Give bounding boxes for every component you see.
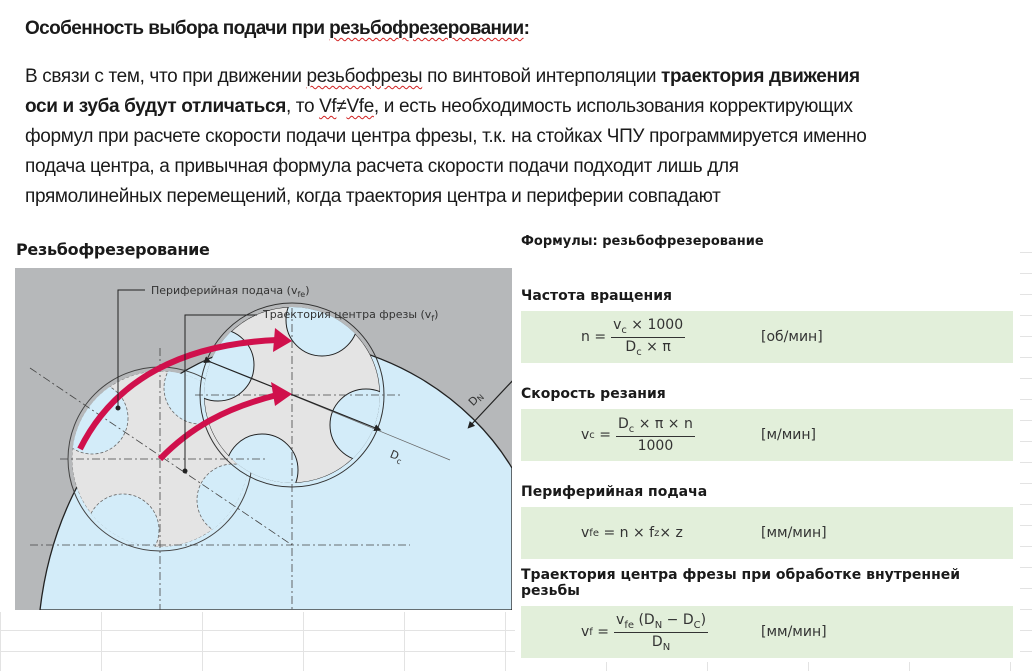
text: , и есть необходимость использования кор… [373,96,853,117]
formula-heading: Скорость резания [521,386,666,402]
diagram-title: Резьбофрезерование [16,240,210,259]
intro-text-block: Особенность выбора подачи при резьбофрез… [0,0,1032,232]
text: подача центра, а привычная формула расче… [25,156,739,177]
arrow-head [273,328,292,352]
title-colon: : [523,18,530,39]
title-text: Особенность выбора подачи при [25,18,330,39]
bold-text: оси и зуба будут отличаться [25,96,286,117]
bold-text: траектория движения [661,66,860,87]
text: формул при расчете скорости подачи центр… [25,126,867,147]
doc-title: Особенность выбора подачи при резьбофрез… [25,18,530,40]
formulas-panel: Формулы: резьбофрезерование Частота вращ… [515,232,1020,662]
formula-heading: Периферийная подача [521,484,708,500]
leader-line [117,289,145,408]
title-spellcheck-word: резьбофрезеровании [329,18,524,39]
text: , то [285,96,320,117]
center-feed-arrow [157,392,278,462]
intro-paragraph: В связи с тем, что при движении резьбофр… [25,62,867,212]
label-center-path: Траектория центра фрезы (vf) [262,308,438,323]
dn-dimension-arrow [467,380,512,429]
formula-heading: Частота вращения [521,288,672,304]
arrow-head [271,382,292,406]
unit: [мм/мин] [761,624,827,640]
text: прямолинейных перемещений, когда траекто… [25,186,721,207]
text: ≠ [336,96,347,117]
label-dc: Dc [387,448,405,467]
spellcheck-word: резьбофрезы [306,66,423,87]
spellcheck-word: Vf [319,96,337,117]
text: В связи с тем, что при движении [25,66,307,87]
peripheral-feed-arrow [77,337,278,451]
text: по винтовой интерполяции [422,66,662,87]
unit: [об/мин] [761,329,823,345]
unit: [м/мин] [761,427,817,443]
diagram-panel: Резьбофрезерование [0,232,515,612]
leader-line [184,314,257,471]
formula-heading: Траектория центра фрезы при обработке вн… [521,567,961,599]
thread-milling-diagram: Периферийная подача (vfe) Траектория цен… [15,268,512,610]
formula-box-rpm: n = vc × 1000 Dc × π [об/мин] [521,311,1013,363]
spellcheck-word: Vfe [346,96,374,117]
label-peripheral-feed: Периферийная подача (vfe) [151,284,310,299]
formulas-title: Формулы: резьбофрезерование [521,234,764,249]
dc-dimension-arrow [203,356,382,432]
unit: [мм/мин] [761,525,827,541]
